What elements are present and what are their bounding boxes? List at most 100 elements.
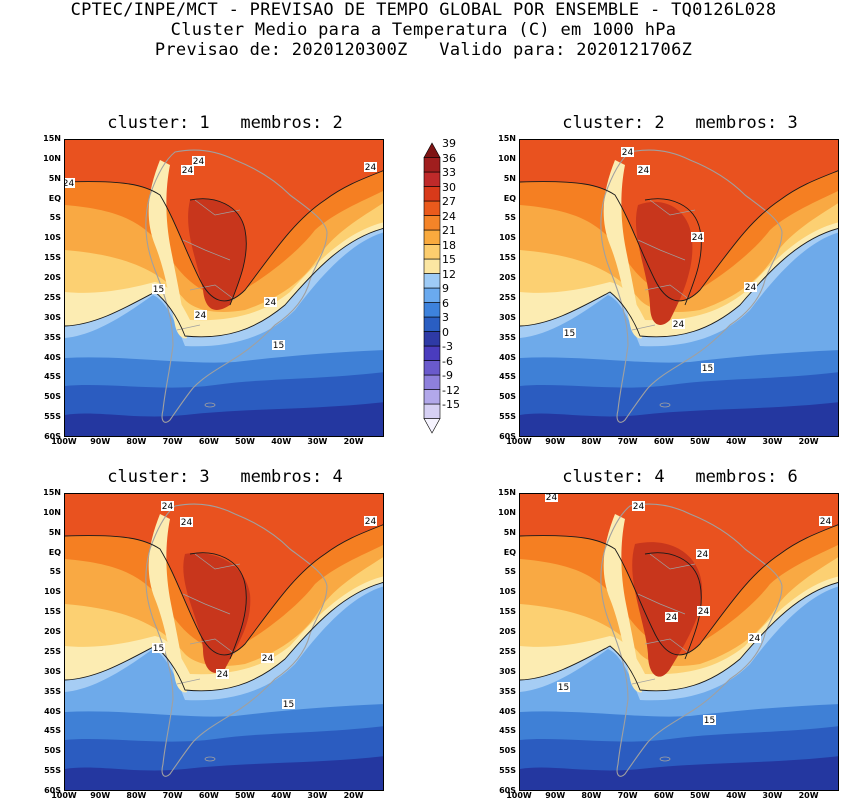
lat-tick-label: 5S: [49, 567, 61, 577]
colorbar-segment: [423, 331, 441, 347]
contour-label: 24: [665, 612, 678, 623]
lat-tick-label: 15N: [498, 488, 516, 497]
lat-tick-label: EQ: [503, 193, 516, 203]
colorbar-label: 18: [442, 238, 456, 252]
lon-tick-label: 40W: [271, 437, 292, 446]
svg-text:24: 24: [217, 670, 229, 680]
contour-label: 24: [192, 156, 205, 167]
lat-tick-label: 10S: [499, 233, 516, 243]
isoline-15: [65, 228, 383, 338]
svg-text:15: 15: [564, 329, 575, 339]
lat-tick-label: 15S: [499, 253, 516, 263]
lat-tick-label: EQ: [48, 547, 61, 557]
colorbar-label: 6: [442, 296, 449, 310]
lon-tick-label: 80W: [126, 437, 147, 446]
lat-tick-label: 45S: [499, 372, 516, 382]
lat-tick-label: 15S: [44, 607, 61, 617]
colorbar-label: 30: [442, 180, 456, 194]
islands: [204, 402, 216, 408]
lat-tick-label: 50S: [499, 746, 516, 756]
svg-text:24: 24: [181, 518, 193, 528]
contour-label: 24: [180, 517, 193, 528]
svg-text:15: 15: [558, 683, 569, 693]
lat-tick-label: 35S: [44, 686, 61, 696]
lon-tick-label: 30W: [307, 437, 328, 446]
lat-tick-label: 15N: [43, 134, 61, 143]
lat-tick-label: 10S: [499, 587, 516, 597]
lat-tick-label: 15S: [499, 607, 516, 617]
colorbar-segment: [423, 403, 441, 419]
lat-tick-label: 50S: [499, 392, 516, 402]
lon-tick-label: 60W: [198, 791, 219, 800]
colorbar: [423, 142, 441, 434]
coastline: [145, 149, 328, 423]
lon-tick-label: 60W: [198, 437, 219, 446]
isoline-15: [520, 582, 838, 692]
svg-text:24: 24: [622, 148, 634, 158]
lon-tick-label: 50W: [690, 437, 710, 446]
contour-label: 24: [161, 501, 174, 512]
lon-tick-label: 70W: [162, 791, 183, 800]
lon-tick-label: 100W: [51, 437, 77, 446]
lon-tick-label: 100W: [506, 437, 532, 446]
lon-tick-label: 60W: [653, 437, 674, 446]
lat-tick-label: 55S: [499, 766, 516, 776]
lat-tick-label: EQ: [48, 193, 61, 203]
lat-tick-label: 60S: [499, 786, 516, 795]
country-borders: [631, 553, 696, 685]
colorbar-segment: [423, 200, 441, 216]
country-borders: [631, 199, 696, 331]
lon-tick-label: 50W: [235, 437, 255, 446]
lat-tick-label: 20S: [44, 627, 61, 637]
lat-tick-label: 20S: [44, 273, 61, 283]
temperature-field-map: 24 24 24 24 15 15 24: [65, 494, 383, 790]
contour-label: 24: [697, 606, 710, 617]
svg-text:24: 24: [162, 502, 174, 512]
colorbar-label: 21: [442, 224, 456, 237]
svg-text:24: 24: [633, 502, 645, 512]
colorbar-label: 33: [442, 166, 456, 179]
contour-label: 24: [194, 310, 207, 321]
lat-tick-label: 5S: [49, 213, 61, 223]
svg-text:24: 24: [673, 320, 685, 330]
lat-tick-label: 30S: [44, 312, 61, 322]
coastline: [600, 503, 783, 777]
lat-tick-label: 50S: [44, 392, 61, 402]
lon-tick-label: 60W: [653, 791, 674, 800]
lat-tick-label: 40S: [499, 352, 516, 362]
lat-tick-label: 30S: [499, 312, 516, 322]
lat-tick-label: 10S: [44, 233, 61, 243]
colorbar-segment: [423, 244, 441, 260]
colorbar-segment: [423, 316, 441, 332]
lat-tick-label: 60S: [499, 432, 516, 441]
temperature-field-map: 24 24 24 24 24 24 15 15 24: [520, 494, 838, 790]
coastline: [145, 503, 328, 777]
lat-tick-label: 20S: [499, 273, 516, 283]
svg-text:24: 24: [749, 634, 761, 644]
andes-strip: [603, 514, 642, 693]
colorbar-segment: [423, 345, 441, 361]
svg-text:24: 24: [638, 166, 650, 176]
lon-tick-label: 70W: [162, 437, 183, 446]
lat-tick-label: 45S: [44, 372, 61, 382]
contour-label: 15: [282, 699, 295, 710]
colorbar-label: -3: [442, 340, 453, 353]
lat-tick-label: 25S: [44, 292, 61, 302]
colorbar-segment: [423, 273, 441, 289]
lat-tick-label: 10N: [43, 507, 61, 517]
lat-tick-label: 55S: [44, 412, 61, 422]
lat-tick-label: 55S: [44, 766, 61, 776]
lat-tick-label: 20S: [499, 627, 516, 637]
colorbar-segment: [423, 157, 441, 173]
svg-text:24: 24: [365, 517, 377, 527]
isoline-24-inner: [189, 552, 247, 660]
lat-tick-label: 30S: [44, 666, 61, 676]
contour-label: 24: [637, 165, 650, 176]
lat-tick-label: 35S: [499, 332, 516, 342]
colorbar-segment: [423, 418, 441, 434]
contour-label: 24: [181, 165, 194, 176]
isoline-15: [65, 582, 383, 692]
panel-title-4: cluster: 4 membros: 6: [562, 467, 798, 487]
andes-strip: [148, 514, 187, 693]
